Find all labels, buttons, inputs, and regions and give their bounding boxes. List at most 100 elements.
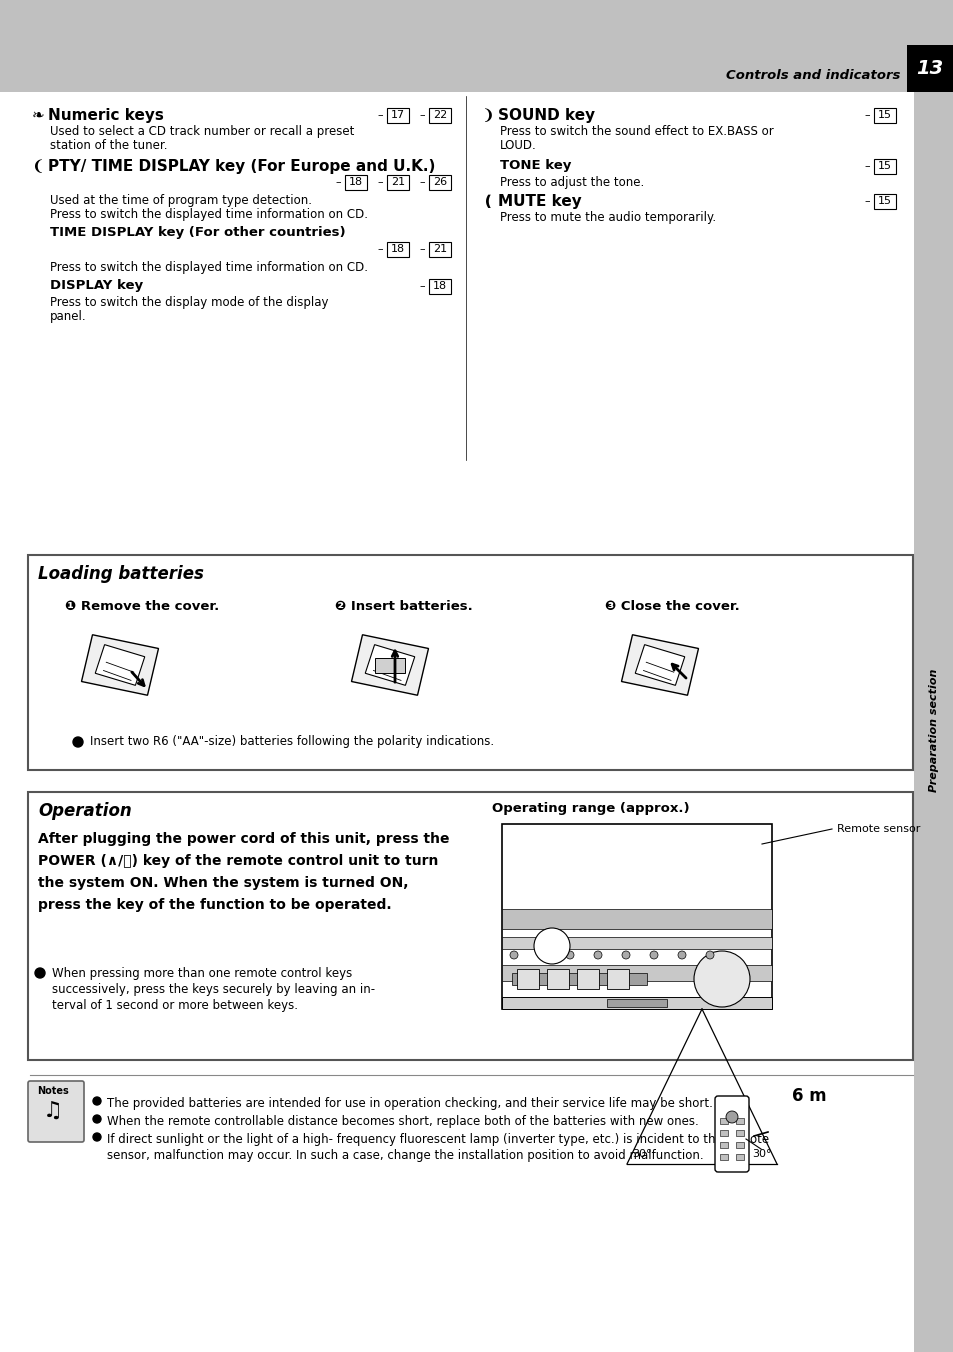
Text: 6 m: 6 m — [791, 1087, 825, 1105]
Bar — [735, 1130, 743, 1136]
Text: ❨: ❨ — [32, 160, 50, 174]
Text: Press to mute the audio temporarily.: Press to mute the audio temporarily. — [499, 211, 716, 224]
Bar — [735, 1155, 743, 1160]
Bar — [387, 108, 409, 123]
Bar — [720, 1130, 727, 1136]
Text: successively, press the keys securely by leaving an in-: successively, press the keys securely by… — [52, 983, 375, 996]
Text: –: – — [863, 110, 869, 120]
Bar — [873, 193, 895, 208]
Bar — [873, 158, 895, 173]
Text: Press to switch the sound effect to EX.BASS or: Press to switch the sound effect to EX.B… — [499, 124, 773, 138]
Circle shape — [510, 950, 517, 959]
Circle shape — [705, 950, 713, 959]
Bar — [720, 1155, 727, 1160]
Bar — [375, 658, 405, 673]
Circle shape — [725, 1111, 738, 1124]
Text: MUTE key: MUTE key — [497, 193, 581, 210]
Text: 15: 15 — [877, 110, 891, 120]
Text: Controls and indicators: Controls and indicators — [725, 69, 899, 82]
Text: –: – — [376, 243, 382, 254]
Text: –: – — [418, 110, 424, 120]
Bar — [501, 965, 771, 982]
Text: ❩: ❩ — [481, 108, 499, 123]
Bar — [735, 1142, 743, 1148]
Text: TONE key: TONE key — [499, 160, 571, 172]
Circle shape — [92, 1133, 101, 1141]
Text: panel.: panel. — [50, 310, 87, 323]
Text: PTY/ TIME DISPLAY key (For Europe and U.K.): PTY/ TIME DISPLAY key (For Europe and U.… — [48, 160, 435, 174]
Text: When the remote controllable distance becomes short, replace both of the batteri: When the remote controllable distance be… — [107, 1115, 698, 1128]
Bar — [517, 969, 538, 990]
Bar — [28, 792, 912, 1060]
Text: SOUND key: SOUND key — [497, 108, 595, 123]
Text: 18: 18 — [349, 177, 363, 187]
Text: 15: 15 — [877, 161, 891, 170]
Polygon shape — [81, 634, 158, 695]
Text: Preparation section: Preparation section — [928, 668, 938, 792]
Text: POWER (∧/⌛) key of the remote control unit to turn: POWER (∧/⌛) key of the remote control un… — [38, 854, 438, 868]
Text: LOUD.: LOUD. — [499, 139, 537, 151]
Text: Insert two R6 ("AA"-size) batteries following the polarity indications.: Insert two R6 ("AA"-size) batteries foll… — [90, 735, 494, 749]
Text: 18: 18 — [391, 243, 405, 254]
Bar — [501, 996, 771, 1009]
Circle shape — [649, 950, 658, 959]
Bar — [512, 973, 646, 986]
Text: TIME DISPLAY key (For other countries): TIME DISPLAY key (For other countries) — [50, 226, 345, 239]
Text: –: – — [863, 196, 869, 206]
Text: –: – — [335, 177, 340, 187]
Polygon shape — [95, 645, 145, 685]
Bar — [873, 108, 895, 123]
Polygon shape — [365, 645, 415, 685]
Circle shape — [73, 737, 83, 748]
Circle shape — [621, 950, 629, 959]
Text: After plugging the power cord of this unit, press the: After plugging the power cord of this un… — [38, 831, 449, 846]
Text: –: – — [418, 243, 424, 254]
Text: station of the tuner.: station of the tuner. — [50, 139, 168, 151]
Text: the system ON. When the system is turned ON,: the system ON. When the system is turned… — [38, 876, 408, 890]
Text: 13: 13 — [916, 59, 943, 78]
Text: Operation: Operation — [38, 802, 132, 821]
Bar — [429, 174, 451, 189]
Text: 26: 26 — [433, 177, 447, 187]
Circle shape — [537, 950, 545, 959]
Bar — [913, 92, 953, 1352]
Text: ❧: ❧ — [32, 108, 50, 123]
Bar — [429, 279, 451, 293]
Text: press the key of the function to be operated.: press the key of the function to be oper… — [38, 898, 392, 913]
Text: If direct sunlight or the light of a high- frequency fluorescent lamp (inverter : If direct sunlight or the light of a hig… — [107, 1133, 768, 1146]
Text: Press to adjust the tone.: Press to adjust the tone. — [499, 176, 643, 189]
Circle shape — [35, 968, 45, 977]
Bar — [546, 969, 568, 990]
Text: terval of 1 second or more between keys.: terval of 1 second or more between keys. — [52, 999, 297, 1013]
Bar — [501, 937, 771, 949]
Bar — [429, 242, 451, 257]
Text: ❸ Close the cover.: ❸ Close the cover. — [604, 600, 739, 612]
Circle shape — [594, 950, 601, 959]
Text: 30°: 30° — [631, 1149, 651, 1159]
Text: ❪: ❪ — [481, 193, 499, 210]
Circle shape — [92, 1096, 101, 1105]
Bar — [387, 174, 409, 189]
Text: –: – — [376, 110, 382, 120]
Text: Used at the time of program type detection.: Used at the time of program type detecti… — [50, 193, 312, 207]
Text: –: – — [418, 281, 424, 291]
Text: –: – — [376, 177, 382, 187]
FancyBboxPatch shape — [28, 1082, 84, 1142]
Text: ♫: ♫ — [43, 1101, 63, 1121]
Text: 15: 15 — [877, 196, 891, 206]
Text: The provided batteries are intended for use in operation checking, and their ser: The provided batteries are intended for … — [107, 1096, 712, 1110]
Text: 17: 17 — [391, 110, 405, 120]
Polygon shape — [620, 634, 698, 695]
Bar — [735, 1118, 743, 1124]
Bar — [501, 909, 771, 929]
Circle shape — [534, 927, 569, 964]
Polygon shape — [351, 634, 428, 695]
Text: 21: 21 — [391, 177, 405, 187]
Text: 21: 21 — [433, 243, 447, 254]
Text: Press to switch the displayed time information on CD.: Press to switch the displayed time infor… — [50, 261, 368, 274]
Bar — [720, 1142, 727, 1148]
Text: Press to switch the displayed time information on CD.: Press to switch the displayed time infor… — [50, 208, 368, 220]
Bar — [28, 556, 912, 771]
Text: –: – — [863, 161, 869, 170]
Bar — [387, 242, 409, 257]
